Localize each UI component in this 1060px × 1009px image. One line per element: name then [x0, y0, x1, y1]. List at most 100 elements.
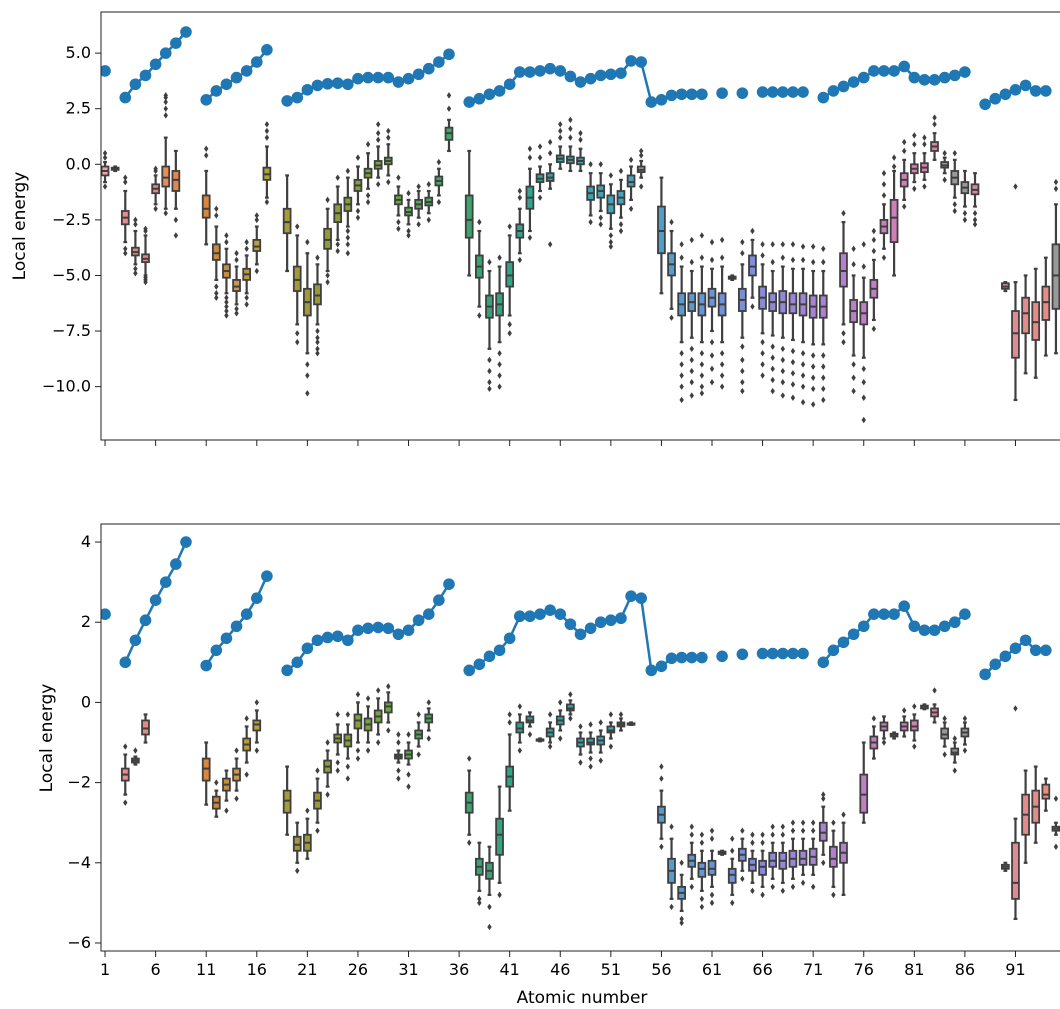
outlier-marker: [345, 763, 351, 770]
outlier-marker: [942, 751, 947, 758]
energy-point: [787, 86, 799, 98]
outlier-marker: [871, 247, 877, 255]
box-element-68: [778, 241, 788, 399]
outlier-marker: [224, 298, 229, 306]
box-element-94: [1041, 777, 1051, 812]
energy-point: [564, 618, 577, 631]
outlier-marker: [598, 161, 603, 168]
outlier-marker: [740, 367, 745, 375]
box-iqr: [1011, 841, 1020, 900]
outlier-marker: [365, 695, 371, 702]
box-iqr: [1031, 301, 1041, 341]
outlier-marker: [123, 799, 128, 806]
outlier-marker: [406, 783, 411, 790]
outlier-marker: [173, 232, 179, 239]
energy-point: [837, 80, 850, 93]
energy-point: [311, 634, 324, 647]
energy-point: [574, 76, 587, 88]
box-element-27: [363, 695, 373, 754]
outlier-marker: [487, 923, 492, 931]
box-element-8: [171, 149, 181, 239]
energy-point: [129, 634, 142, 647]
outlier-marker: [669, 823, 674, 830]
outlier-marker: [507, 321, 512, 328]
box-element-43: [525, 711, 535, 738]
box-element-4: [131, 216, 140, 277]
energy-point: [847, 628, 860, 641]
outlier-marker: [578, 129, 583, 137]
outlier-marker: [952, 149, 957, 157]
box-element-81: [909, 703, 919, 750]
box-element-44: [535, 143, 545, 201]
outlier-marker: [224, 307, 229, 315]
energy-point: [756, 647, 769, 660]
outlier-marker: [224, 294, 229, 301]
box-element-44: [535, 737, 545, 743]
box-element-6: [151, 165, 160, 212]
outlier-marker: [790, 827, 796, 834]
energy-point: [918, 74, 931, 86]
outlier-marker: [922, 183, 927, 190]
outlier-marker: [214, 290, 219, 297]
energy-point: [615, 67, 627, 79]
outlier-marker: [800, 243, 806, 250]
box-element-64: [738, 238, 747, 395]
box-iqr: [464, 194, 474, 239]
box-element-66: [758, 831, 767, 899]
box-element-52: [616, 167, 626, 235]
energy-point: [101, 608, 111, 621]
energy-point: [443, 48, 455, 61]
outlier-marker: [841, 210, 846, 217]
outlier-marker: [497, 361, 502, 368]
outlier-marker: [760, 372, 765, 379]
energy-point: [261, 43, 273, 56]
outlier-marker: [102, 183, 108, 190]
outlier-marker: [315, 767, 320, 774]
energy-point: [534, 608, 546, 621]
outlier-marker: [234, 250, 239, 257]
box-iqr: [748, 254, 757, 277]
outlier-marker: [821, 385, 826, 393]
outlier-marker: [123, 743, 128, 750]
box-element-21: [303, 238, 312, 397]
box-element-46: [555, 699, 565, 742]
outlier-marker: [224, 807, 229, 814]
box-iqr: [758, 859, 767, 876]
outlier-marker: [406, 232, 411, 239]
energy-line-segment: [817, 600, 971, 669]
x-tick-label: 16: [247, 960, 267, 979]
outlier-marker: [810, 374, 816, 381]
box-element-13: [222, 769, 231, 814]
outlier-marker: [912, 132, 917, 139]
outlier-marker: [396, 218, 401, 226]
outlier-marker: [770, 831, 775, 838]
outlier-marker: [588, 721, 593, 728]
energy-point: [180, 26, 192, 38]
box-element-46: [555, 121, 565, 170]
outlier-marker: [679, 254, 684, 261]
box-element-4: [131, 747, 140, 766]
energy-line-segment: [979, 79, 1052, 111]
outlier-marker: [487, 356, 492, 364]
box-element-76: [859, 741, 869, 824]
outlier-marker: [608, 232, 614, 239]
energy-point: [230, 71, 243, 84]
box-element-64: [738, 827, 747, 883]
box-element-26: [353, 154, 363, 221]
energy-point: [493, 85, 506, 97]
box-iqr: [606, 725, 616, 734]
energy-point: [443, 578, 455, 590]
box-iqr: [211, 243, 221, 261]
outlier-marker: [861, 263, 866, 270]
outlier-marker: [305, 390, 310, 397]
outlier-marker: [881, 169, 887, 177]
outlier-marker: [679, 919, 684, 927]
outlier-marker: [345, 241, 351, 248]
outlier-marker: [568, 715, 573, 722]
box-element-81: [909, 132, 919, 192]
outlier-marker: [598, 214, 603, 221]
outlier-marker: [760, 252, 765, 259]
outlier-marker: [396, 225, 401, 232]
outlier-marker: [487, 903, 492, 911]
outlier-marker: [588, 763, 593, 770]
